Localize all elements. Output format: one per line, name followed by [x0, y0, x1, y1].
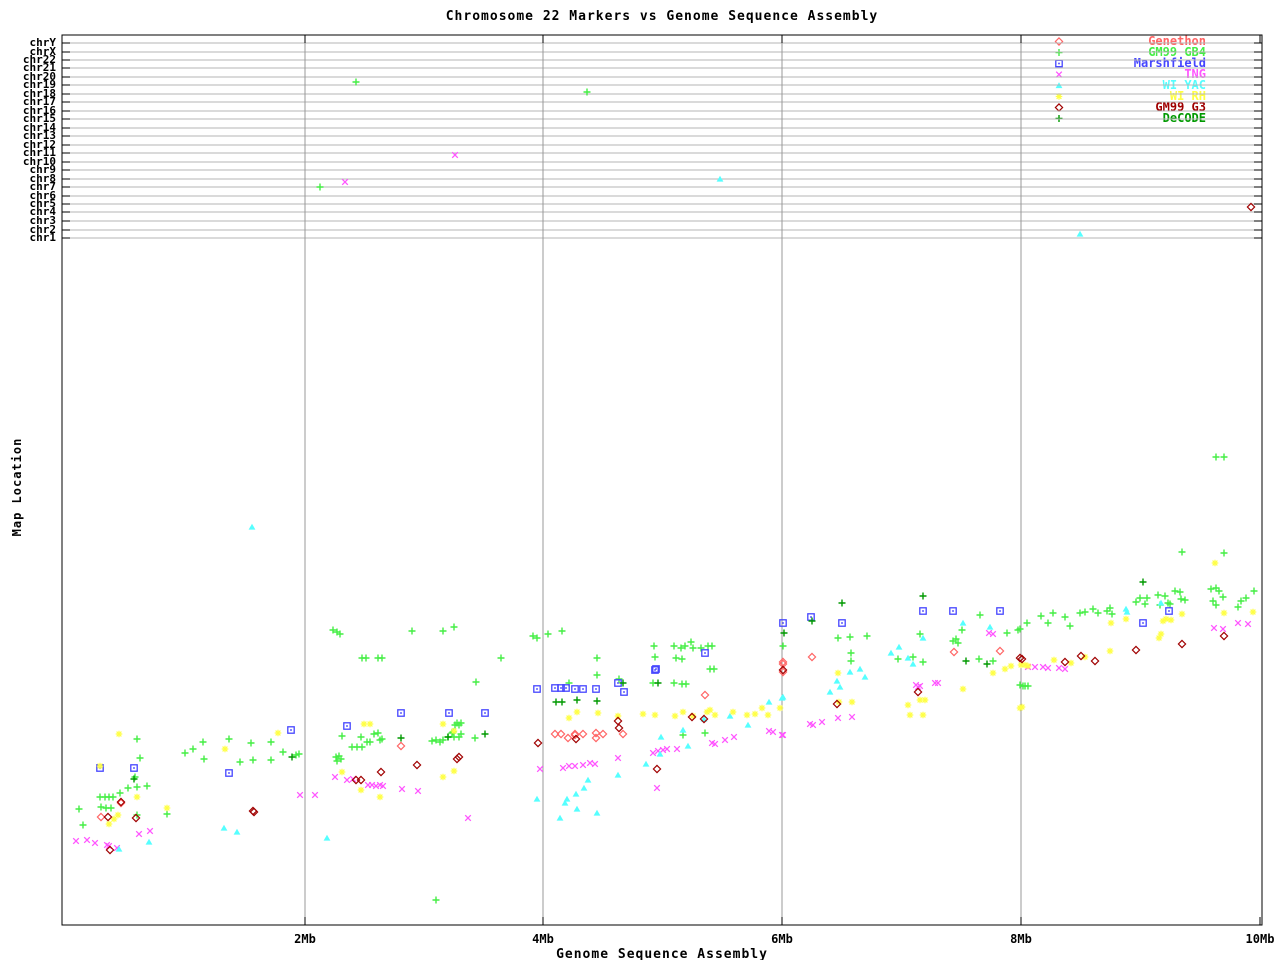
series-genethon — [96, 646, 1005, 822]
chromosome-label-chr11: chr11 — [22, 146, 56, 159]
chromosome-label-chr17: chr17 — [22, 95, 56, 108]
x-tick-label-4Mb: 4Mb — [532, 932, 554, 946]
chromosome-label-chr6: chr6 — [29, 189, 57, 202]
legend-label: DeCODE — [1162, 111, 1206, 125]
chromosome-label-chr14: chr14 — [22, 121, 56, 134]
series-wi-yac — [115, 175, 1165, 852]
legend-label: Genethon — [1148, 34, 1206, 48]
series-decode — [130, 578, 1147, 783]
legend-item-wi-rh: WI RH — [1052, 89, 1252, 103]
chromosome-label-chrX: chrX — [29, 45, 57, 58]
chromosome-label-chr5: chr5 — [29, 197, 57, 210]
legend-label: GM99 G3 — [1155, 100, 1206, 114]
chromosome-label-chr9: chr9 — [29, 163, 57, 176]
chromosome-label-chr21: chr21 — [22, 61, 56, 74]
plot-border — [61, 34, 1263, 926]
chromosome-label-chr4: chr4 — [29, 205, 57, 218]
legend-item-genethon: Genethon — [1052, 34, 1252, 48]
chromosome-label-chr18: chr18 — [22, 87, 56, 100]
cross-icon — [1055, 71, 1063, 78]
x-tick-label-2Mb: 2Mb — [294, 932, 316, 946]
chromosome-label-chr8: chr8 — [29, 172, 57, 185]
x-tick-label-6Mb: 6Mb — [771, 932, 793, 946]
chromosome-label-chr13: chr13 — [22, 129, 56, 142]
diamond-open-icon — [1054, 37, 1064, 46]
chromosome-label-chrY: chrY — [29, 36, 57, 49]
series-gm99-gb4 — [75, 78, 1258, 904]
chromosome-label-chr1: chr1 — [29, 231, 57, 244]
series-wi-rh — [96, 559, 1257, 828]
asterisk-icon — [1055, 93, 1063, 100]
chromosome-label-chr3: chr3 — [29, 214, 57, 227]
chart-title: Chromosome 22 Markers vs Genome Sequence… — [445, 9, 879, 24]
chromosome-label-chr7: chr7 — [29, 180, 57, 193]
legend-item-gm99-g3: GM99 G3 — [1052, 100, 1252, 114]
chromosome-label-chr15: chr15 — [22, 112, 56, 125]
chromosome-label-chr22: chr22 — [22, 53, 56, 66]
chromosome-label-chr10: chr10 — [22, 155, 56, 168]
chromosome-label-chr20: chr20 — [22, 70, 56, 83]
chromosome-label-chr16: chr16 — [22, 104, 56, 117]
x-tick-label-10Mb: 10Mb — [1245, 932, 1275, 946]
x-axis-label: Genome Sequence Assembly — [556, 947, 768, 960]
series-gm99-g3 — [103, 202, 1256, 855]
chromosome-label-chr19: chr19 — [22, 78, 56, 91]
chromosome-label-chr2: chr2 — [29, 223, 57, 236]
series-tng — [72, 151, 1252, 852]
series-marshfield — [96, 607, 1173, 777]
legend-label: WI RH — [1169, 89, 1206, 103]
chromosome-label-chr12: chr12 — [22, 138, 56, 151]
x-tick-label-8Mb: 8Mb — [1010, 932, 1032, 946]
